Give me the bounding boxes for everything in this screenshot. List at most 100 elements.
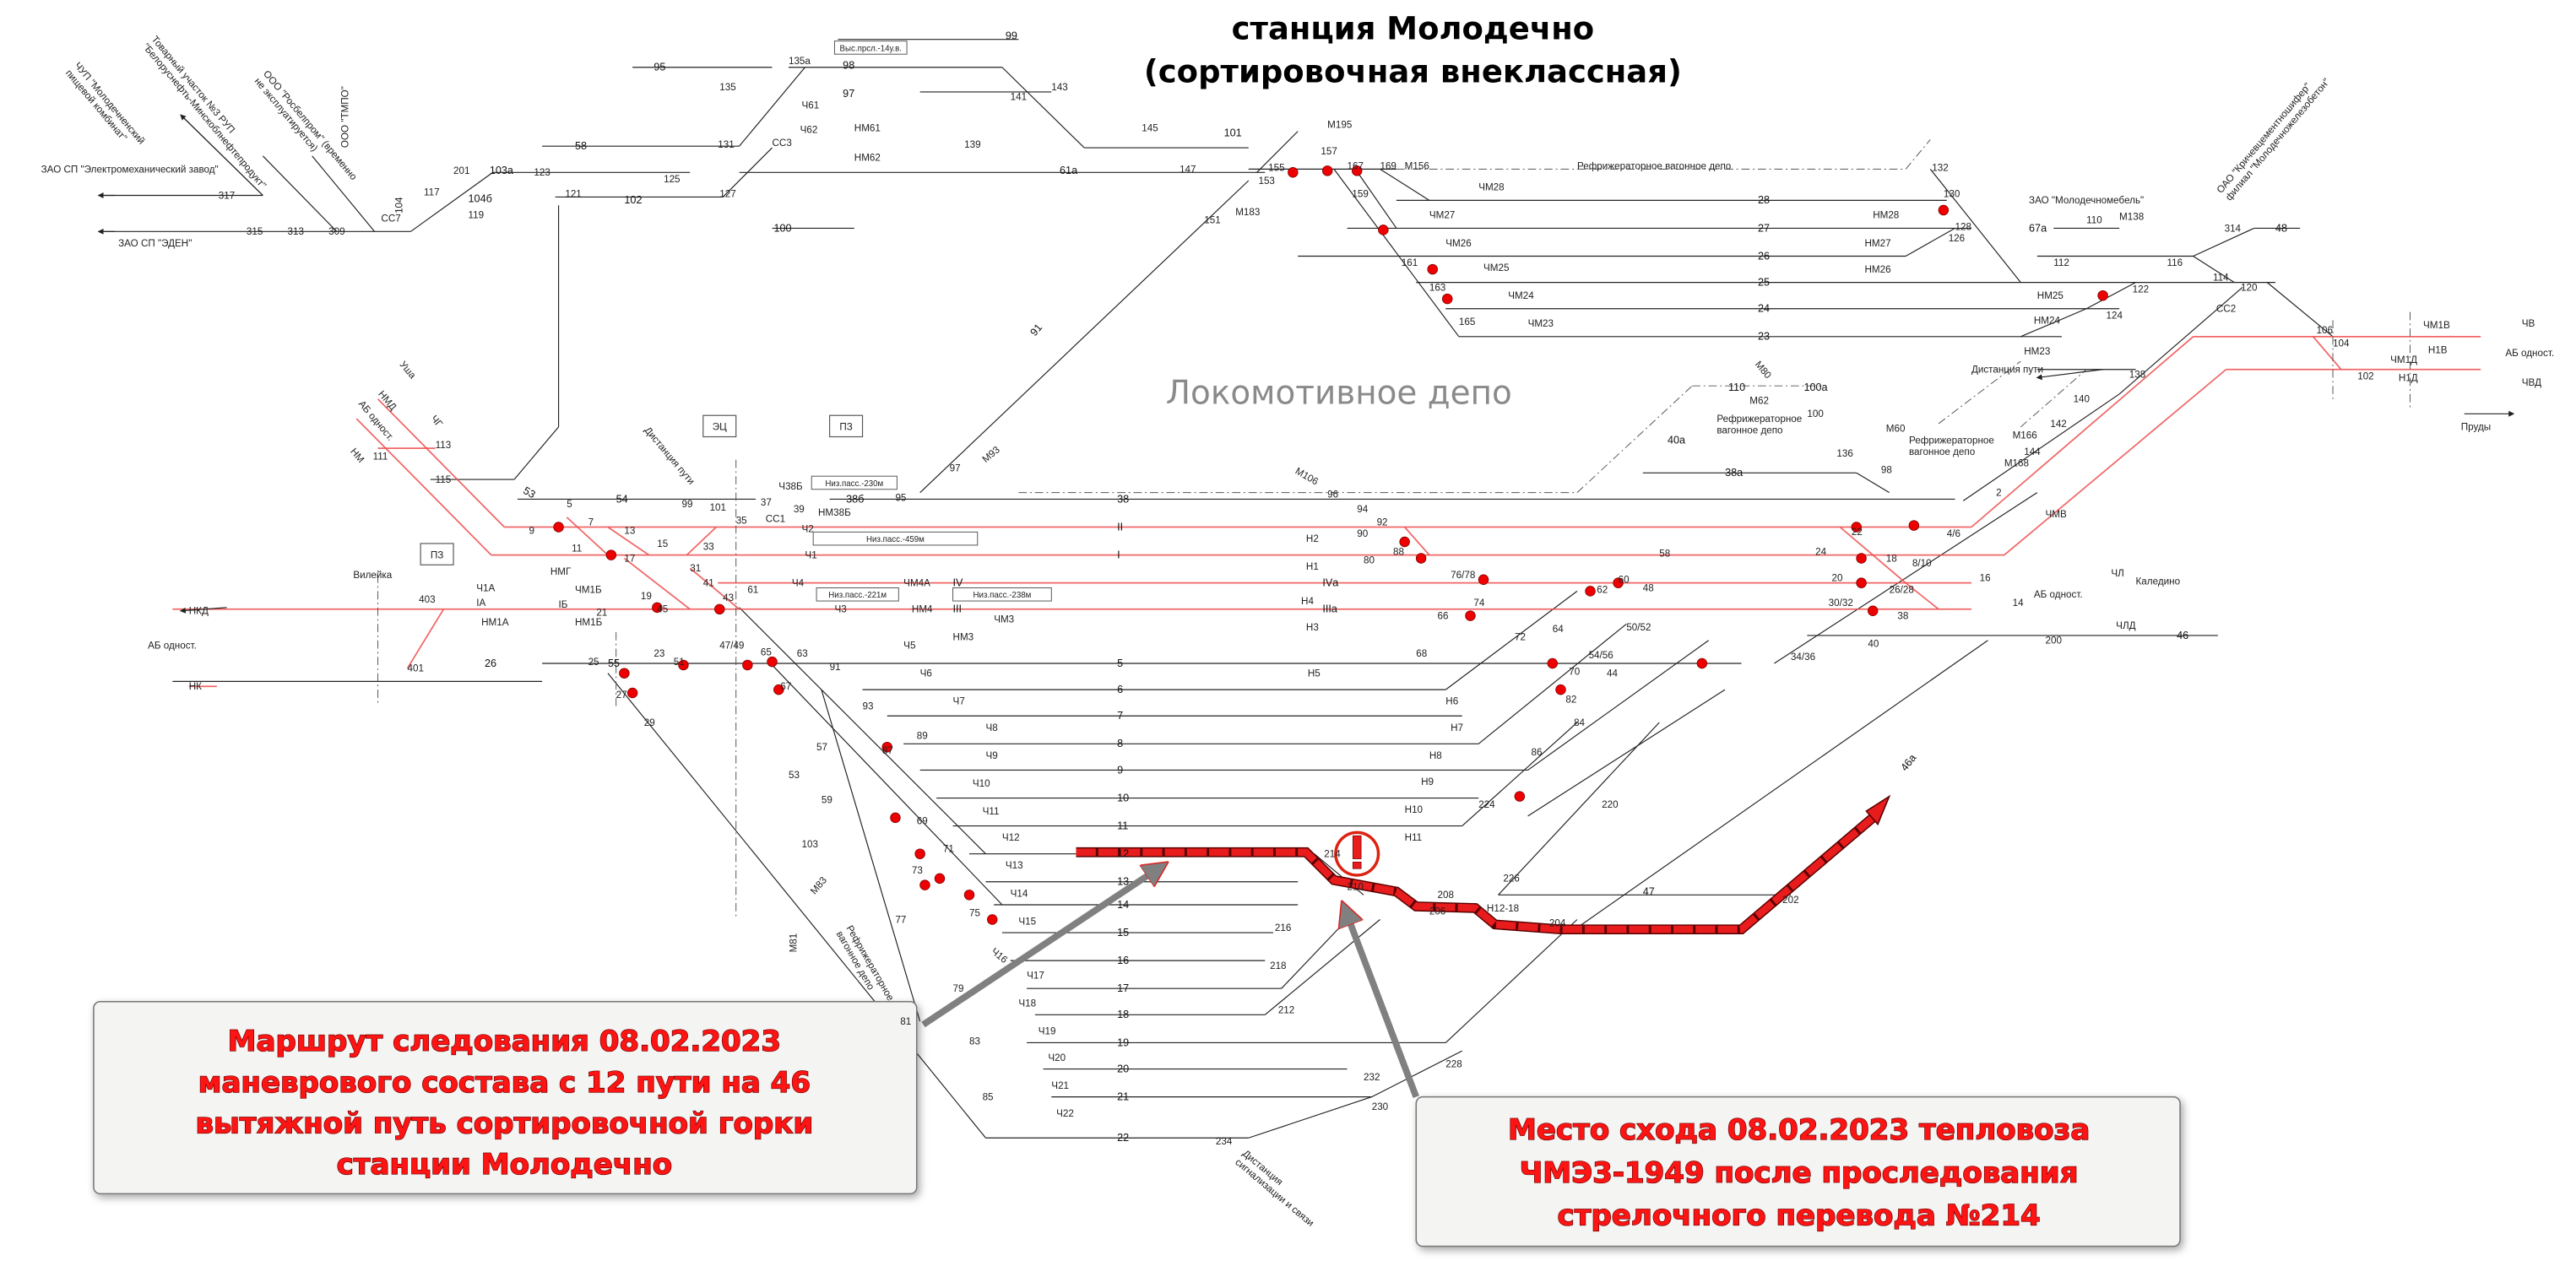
signal-label: Ч9 — [985, 750, 997, 761]
track-line — [1333, 169, 1460, 338]
signal-label: НМ1Б — [575, 617, 603, 628]
note-box — [811, 475, 898, 490]
switch-number: 119 — [469, 210, 485, 221]
signal-label: М60 — [1886, 424, 1906, 435]
signal-label: ЧЛД — [2116, 620, 2135, 631]
track-number: 104б — [469, 192, 492, 204]
building-box — [702, 414, 737, 438]
switch-number: 104 — [2333, 338, 2350, 349]
track-line — [2266, 282, 2334, 338]
switch-number: 31 — [690, 563, 701, 574]
track-line — [1256, 131, 1299, 173]
signal-label: Ч38Б — [778, 481, 803, 492]
signal-label: ЧМ3 — [994, 614, 1014, 625]
track-number: 97 — [843, 88, 854, 100]
signal-label: М80 — [1753, 359, 1774, 381]
signal-dot — [1321, 165, 1333, 176]
track-line — [722, 147, 773, 197]
track-line — [312, 155, 376, 232]
track-line — [1354, 169, 1397, 229]
track-line — [262, 155, 338, 232]
signal-label: Н1В — [2428, 344, 2448, 355]
switch-number: 19 — [641, 591, 652, 602]
note-box — [833, 41, 908, 55]
signal-dot — [1547, 657, 1558, 669]
building-box — [420, 543, 454, 565]
switch-number: 35 — [736, 516, 747, 527]
signal-label: Н12-18 — [1487, 903, 1519, 914]
switch-number: 41 — [703, 578, 714, 589]
track-number: 11 — [1117, 820, 1128, 831]
signal-label: Ч15 — [1018, 916, 1036, 927]
switch-number: 89 — [917, 730, 928, 741]
switch-number: 44 — [1607, 668, 1618, 679]
track-line — [1281, 919, 1348, 989]
main-track-line — [1872, 554, 1906, 584]
switch-number: 57 — [816, 742, 827, 753]
track-line — [1929, 169, 2021, 283]
signal-label: Н7 — [1451, 722, 1463, 733]
switch-number: 135а — [789, 56, 811, 67]
signal-dot — [890, 812, 901, 824]
signal-label: ЧМ24 — [1508, 290, 1534, 301]
track-number: 103а — [490, 165, 514, 176]
signal-label: Н11 — [1405, 832, 1423, 843]
signal-label: Ч8 — [985, 722, 997, 733]
switch-number: 37 — [761, 497, 772, 508]
track-number: 8 — [1117, 738, 1123, 749]
switch-number: 84 — [1574, 717, 1585, 728]
switch-number: 102 — [2357, 371, 2373, 381]
signal-dots — [553, 165, 2108, 925]
switch-number: 45 — [657, 604, 668, 615]
destination-label: Дистанция пути — [1971, 365, 2043, 376]
switch-number: 100 — [1807, 408, 1824, 419]
signal-label: М83 — [808, 875, 829, 897]
signal-label: Ч6 — [920, 668, 932, 679]
destination-label: АБ одност. — [148, 640, 197, 651]
signal-label: М195 — [1327, 120, 1352, 131]
switch-number: 140 — [2074, 394, 2091, 405]
track-line — [1445, 919, 1578, 1043]
track-number: 99 — [1006, 30, 1017, 42]
switch-number: 94 — [1357, 504, 1368, 515]
track-number: 28 — [1758, 194, 1770, 206]
switch-number: 86 — [1531, 747, 1542, 758]
signal-label: М183 — [1235, 207, 1260, 218]
signal-label: Ч1 — [805, 549, 816, 560]
switch-number: 63 — [797, 648, 808, 659]
switch-number: 165 — [1459, 316, 1475, 327]
track-line — [1264, 919, 1380, 1015]
derailment-pointer-arrow — [1344, 906, 1419, 1098]
switch-number: 96 — [1327, 489, 1338, 500]
track-number: 10 — [1117, 792, 1129, 803]
switch-number: 8/10 — [1912, 558, 1932, 569]
switch-number: 314 — [2225, 223, 2242, 234]
length-note: Низ.пасс.-459м — [866, 535, 925, 544]
track-number: 48 — [2275, 222, 2287, 234]
main-track-line — [686, 526, 717, 556]
signal-label: Ч7 — [953, 696, 965, 707]
switch-number: 70 — [1569, 667, 1580, 678]
signal-label: НМД — [376, 388, 399, 412]
track-number: 100а — [1803, 381, 1828, 393]
signal-label: ЧМ25 — [1483, 262, 1509, 273]
title-line-2: (сортировочная внеклассная) — [1144, 53, 1682, 89]
track-line — [1856, 472, 1890, 494]
signal-label: ЧМ23 — [1528, 318, 1554, 329]
main-track-line — [355, 418, 492, 556]
switch-number: 66 — [1438, 610, 1449, 621]
destination-label: ЧУП "Молодечненский пищевой комбинат" — [63, 60, 149, 155]
derailment-callout-line: Место схода 08.02.2023 тепловоза — [1508, 1113, 2090, 1147]
signal-label: ЧВ — [2522, 318, 2535, 329]
signal-label: ЧМ27 — [1429, 210, 1455, 221]
switch-number: 161 — [1402, 257, 1418, 268]
track-number: 6 — [1117, 684, 1123, 695]
track-number: 95 — [653, 62, 665, 73]
switch-number: 25 — [588, 657, 599, 668]
signal-label: Ч13 — [1006, 860, 1023, 871]
switch-number: 64 — [1553, 624, 1564, 635]
signal-dot — [1351, 165, 1363, 176]
switch-number: 104 — [394, 197, 405, 214]
switch-number: 73 — [912, 865, 923, 876]
direction-arrow — [179, 607, 227, 614]
